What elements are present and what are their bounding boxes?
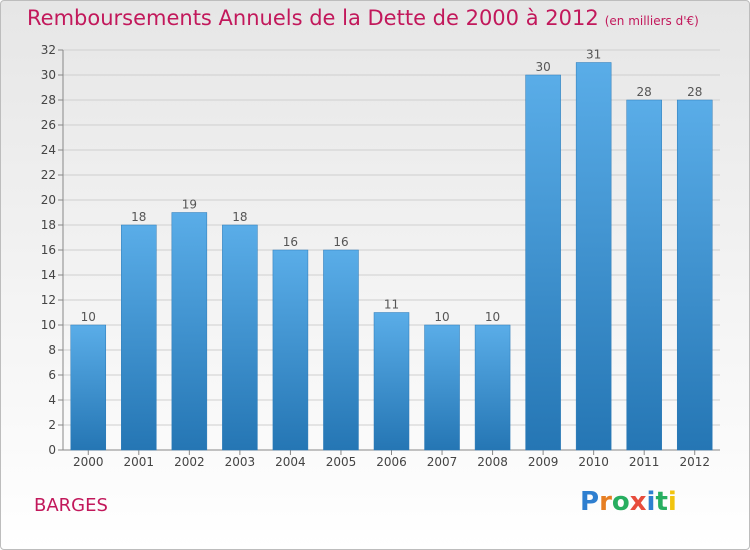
x-tick-labels: 2000 2001 2002 2003 2004 2005 2006 2007 2008 2009… (73, 455, 710, 469)
bar (676, 99, 713, 451)
chart-title: Remboursements Annuels de la Dette de 20… (27, 6, 699, 30)
y-tick-label: 4 (48, 393, 56, 407)
logo-letter: o (611, 487, 630, 517)
y-tick-label: 8 (48, 343, 56, 357)
y-tick-label: 6 (48, 368, 56, 382)
logo-letter: r (599, 487, 612, 517)
bar (171, 212, 208, 451)
proxiti-logo: Proxiti (580, 487, 677, 517)
y-tick-label: 16 (41, 243, 56, 257)
y-tick-label: 10 (41, 318, 56, 332)
value-label: 19 (182, 198, 197, 212)
value-label: 10 (485, 310, 500, 324)
x-tick-label: 2012 (679, 455, 710, 469)
y-tick-label: 12 (41, 293, 56, 307)
y-tick-label: 28 (41, 93, 56, 107)
bar (575, 62, 612, 451)
y-tick-label: 26 (41, 118, 56, 132)
x-tick-label: 2001 (124, 455, 155, 469)
value-label: 11 (384, 298, 399, 312)
value-label: 31 (586, 48, 601, 62)
bars (70, 62, 713, 451)
y-tick-label: 20 (41, 193, 56, 207)
y-tick-label: 14 (41, 268, 56, 282)
bar (70, 324, 107, 451)
value-label: 28 (687, 85, 702, 99)
bar (121, 224, 157, 451)
logo-letter: x (629, 487, 647, 517)
bar (272, 249, 309, 451)
x-tick-label: 2006 (376, 455, 407, 469)
value-label: 16 (333, 235, 348, 249)
x-tick-label: 2010 (578, 455, 609, 469)
y-tick-label: 24 (41, 143, 56, 157)
value-label: 28 (637, 85, 652, 99)
bar (222, 224, 258, 451)
x-tick-label: 2000 (73, 455, 104, 469)
y-tick-label: 22 (41, 168, 56, 182)
bar (525, 74, 561, 451)
bar (323, 249, 359, 451)
y-tick-label: 2 (48, 418, 56, 432)
y-tick-label: 18 (41, 218, 56, 232)
value-label: 10 (434, 310, 449, 324)
x-tick-label: 2007 (427, 455, 458, 469)
bar (626, 99, 662, 451)
logo-letter: P (580, 487, 600, 517)
y-tick-label: 0 (48, 443, 56, 457)
x-tick-label: 2005 (326, 455, 357, 469)
bar (424, 324, 460, 451)
value-label: 18 (131, 210, 146, 224)
x-tick-label: 2009 (528, 455, 559, 469)
x-tick-label: 2008 (477, 455, 508, 469)
x-tick-label: 2004 (275, 455, 306, 469)
value-label: 10 (81, 310, 96, 324)
value-label: 30 (535, 60, 550, 74)
logo-letter: i (667, 487, 677, 517)
chart-title-main: Remboursements Annuels de la Dette de 20… (27, 6, 599, 30)
value-labels: 10 18 19 18 16 16 11 10 10 30 31 28 28 (81, 48, 703, 325)
y-tick-label: 30 (41, 68, 56, 82)
x-tick-label: 2011 (629, 455, 660, 469)
value-label: 18 (232, 210, 247, 224)
logo-letter: i (646, 487, 656, 517)
value-label: 16 (283, 235, 298, 249)
bar (474, 324, 511, 451)
chart-title-unit: (en milliers d'€) (604, 14, 699, 28)
bar (373, 312, 410, 451)
x-tick-label: 2003 (225, 455, 256, 469)
y-tick-label: 32 (41, 43, 56, 57)
x-tick-label: 2002 (174, 455, 205, 469)
commune-name: BARGES (34, 495, 108, 516)
logo-letter: t (655, 487, 668, 517)
